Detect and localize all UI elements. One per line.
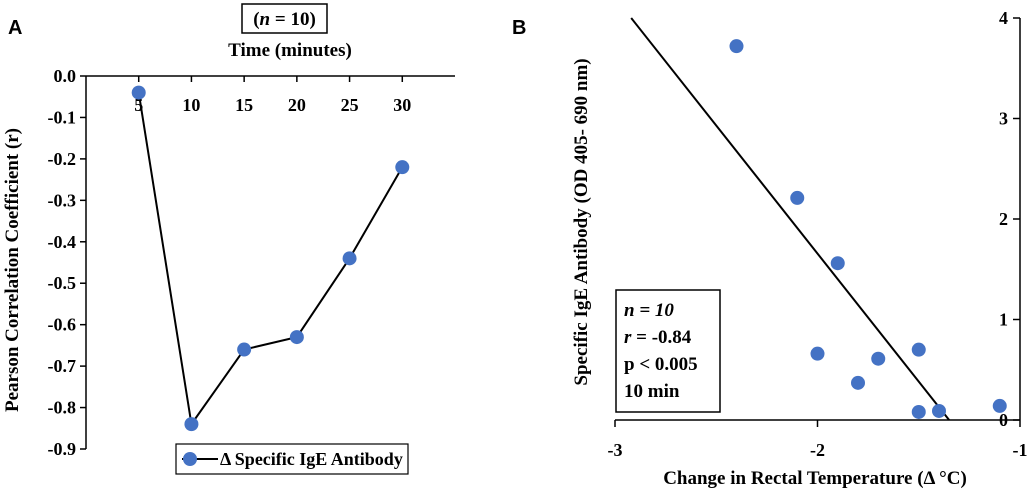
panel-a-series-line bbox=[137, 92, 404, 427]
panel-a-y-axis-title: Pearson Correlation Coefficient (r) bbox=[2, 128, 23, 412]
panel-a-y-tick-label: -0.4 bbox=[48, 232, 77, 252]
panel-b-y-tick-label: 4 bbox=[999, 8, 1008, 28]
panel-a-title-box bbox=[241, 3, 328, 34]
panel-b-data-point bbox=[871, 351, 886, 366]
panel-b-x-tick-label: -2 bbox=[810, 440, 825, 460]
panel-a-y-tick-label: -0.8 bbox=[48, 398, 77, 418]
panel-b-data-point bbox=[932, 403, 946, 418]
panel-b-data-point bbox=[992, 398, 1007, 413]
panel-b-stats-frame bbox=[615, 289, 721, 413]
panel-a-x-tick-label: 5 bbox=[134, 95, 143, 115]
panel-a-data-point bbox=[342, 251, 357, 266]
panel-a-x-tick-label: 25 bbox=[341, 95, 359, 115]
panel-a-x-tick-label: 20 bbox=[288, 95, 306, 115]
panel-a-legend-marker bbox=[183, 452, 197, 466]
panel-a-data-point bbox=[131, 85, 146, 100]
panel-a-y-tick-label: -0.1 bbox=[48, 107, 77, 127]
panel-a-y-tick-label: -0.3 bbox=[48, 190, 77, 210]
panel-b-y-tick-label: 2 bbox=[999, 209, 1008, 229]
panel-b-data-point bbox=[911, 342, 926, 357]
panel-b-trendline-group bbox=[630, 17, 950, 421]
panel-a-data-point bbox=[237, 342, 252, 357]
panel-a-x-tick-label: 15 bbox=[235, 95, 253, 115]
panel-b-stat-r: r = -0.84 bbox=[624, 327, 692, 348]
panel-b-y-tick-label: 0 bbox=[999, 410, 1008, 430]
panel-a-data-point bbox=[184, 417, 199, 432]
panel-a-title: (n = 10) bbox=[253, 9, 316, 30]
panel-b-points bbox=[729, 39, 1007, 419]
panel-a-label: A bbox=[8, 17, 22, 39]
panel-b-trendline bbox=[630, 17, 950, 421]
panel-a-y-tick-label: -0.5 bbox=[48, 273, 77, 293]
panel-a-series bbox=[131, 85, 410, 432]
panel-b-data-point bbox=[911, 404, 926, 419]
panel-a-x-ticks: 5 10 15 20 25 30 bbox=[134, 76, 411, 115]
panel-a-y-tick-label: -0.7 bbox=[48, 356, 77, 376]
panel-a-x-tick-label: 10 bbox=[182, 95, 200, 115]
panel-a-legend: Δ Specific IgE Antibody bbox=[175, 443, 409, 475]
panel-b-data-point bbox=[851, 375, 865, 390]
panel-b-stat-time: 10 min bbox=[624, 381, 680, 402]
panel-b-x-ticks: -3 -2 -1 bbox=[608, 420, 1028, 460]
panel-b-stats-box: n = 10 r = -0.84 p < 0.005 10 min bbox=[615, 289, 721, 413]
panel-b-stat-n: n = 10 bbox=[624, 300, 674, 321]
panel-b-data-point bbox=[830, 256, 845, 271]
panel-b-data-point bbox=[810, 346, 825, 361]
panel-b-y-tick-label: 1 bbox=[999, 310, 1008, 330]
panel-a-data-point bbox=[395, 160, 410, 175]
panel-a-legend-label: Δ Specific IgE Antibody bbox=[220, 449, 403, 469]
panel-b-x-tick-label: -1 bbox=[1013, 440, 1028, 460]
panel-b-x-axis-title: Change in Rectal Temperature (Δ °C) bbox=[663, 468, 967, 489]
panel-b-stat-p: p < 0.005 bbox=[624, 354, 698, 375]
panel-a-y-tick-label: -0.2 bbox=[48, 149, 77, 169]
panel-a-y-tick-label: -0.9 bbox=[48, 439, 77, 459]
panel-b-data-point bbox=[729, 39, 744, 54]
panel-b-y-ticks: 0 1 2 3 4 bbox=[999, 8, 1020, 430]
panel-b-y-tick-label: 3 bbox=[999, 109, 1008, 129]
panel-a-y-ticks: 0.0 -0.1 -0.2 -0.3 -0.4 -0.5 -0.6 -0.7 -0.8 -0.9 bbox=[48, 66, 86, 459]
panel-b-y-axis-title: Specific IgE Antibody (OD 405- 690 nm) bbox=[571, 58, 592, 385]
panel-a-x-tick-label: 30 bbox=[393, 95, 411, 115]
panel-b-data-point bbox=[790, 190, 805, 205]
panel-b-scatter-chart: B -3 -2 -1 0 1 2 3 4 Change in Rectal Temperat… bbox=[512, 8, 1028, 489]
panel-b-x-tick-label: -3 bbox=[608, 440, 623, 460]
panel-a-y-tick-label: 0.0 bbox=[54, 66, 77, 86]
panel-b-label: B bbox=[512, 17, 526, 39]
panel-a-y-tick-label: -0.6 bbox=[48, 315, 77, 335]
panel-a-line-chart: A (n = 10) Time (minutes) Pearson Correl… bbox=[2, 3, 455, 475]
panel-a-data-point bbox=[289, 330, 304, 345]
panel-a-x-axis-title: Time (minutes) bbox=[228, 40, 352, 61]
